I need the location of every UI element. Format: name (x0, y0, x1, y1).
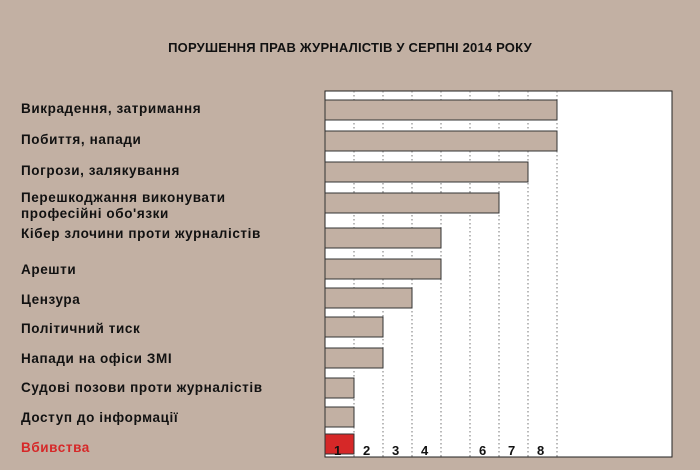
category-label: Перешкоджання виконувати професійні обо'… (21, 190, 226, 221)
category-label: Судові позови проти журналістів (21, 380, 263, 395)
bar (324, 258, 442, 280)
bar (324, 192, 500, 214)
bar (324, 130, 558, 152)
category-label: Доступ до інформації (21, 410, 179, 425)
x-tick-label: 1 (334, 443, 341, 458)
category-label: Цензура (21, 292, 81, 307)
x-tick-label: 2 (363, 443, 370, 458)
x-tick-label: 6 (479, 443, 486, 458)
x-tick-label: 4 (421, 443, 429, 458)
bar (324, 99, 558, 121)
category-label: Напади на офіси ЗМІ (21, 351, 173, 366)
bar (324, 377, 355, 399)
bar (324, 161, 529, 183)
category-label: Побиття, напади (21, 132, 142, 147)
bar (324, 227, 442, 249)
bar (324, 406, 355, 428)
bar (324, 287, 413, 309)
category-label: Арешти (21, 262, 77, 277)
category-label: Погрози, залякування (21, 163, 180, 178)
x-tick-label: 3 (392, 443, 399, 458)
bar (324, 347, 384, 369)
chart-title: ПОРУШЕННЯ ПРАВ ЖУРНАЛІСТІВ У СЕРПНІ 2014… (168, 40, 532, 55)
category-label: Вбивства (21, 440, 90, 455)
category-label: Кібер злочини проти журналістів (21, 226, 261, 241)
x-tick-label: 8 (537, 443, 544, 458)
x-tick-label: 7 (508, 443, 515, 458)
bar (324, 316, 384, 338)
category-label: Політичний тиск (21, 321, 141, 336)
bar (324, 433, 355, 455)
category-label: Викрадення, затримання (21, 101, 202, 116)
